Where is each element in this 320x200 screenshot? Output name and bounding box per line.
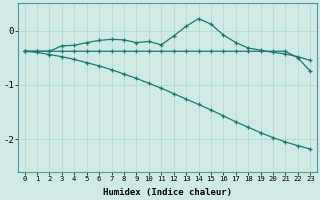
X-axis label: Humidex (Indice chaleur): Humidex (Indice chaleur) xyxy=(103,188,232,197)
